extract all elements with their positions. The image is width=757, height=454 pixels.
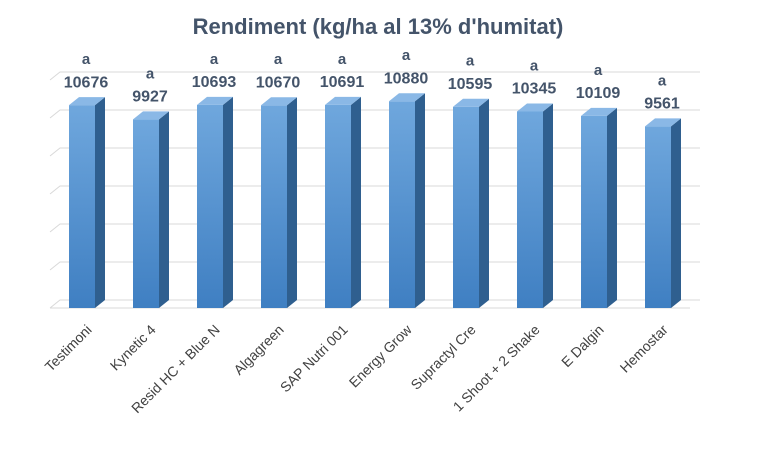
x-tick-label: Energy Grow [346, 321, 416, 391]
significance-letter: a [338, 51, 347, 68]
bar [133, 111, 169, 309]
value-label: 10880 [384, 70, 429, 87]
x-tick-label: Algagreen [230, 321, 286, 377]
bar-side [479, 98, 489, 308]
x-tick-label: SAP Nutri 001 [277, 321, 351, 395]
significance-letter: a [530, 57, 539, 74]
bar-front [645, 126, 671, 308]
bar-top [581, 107, 617, 116]
bar-side [607, 107, 617, 308]
significance-letter: a [82, 51, 91, 68]
bar-front [389, 101, 415, 308]
bar-top [261, 97, 297, 106]
significance-letter: a [274, 51, 283, 68]
bar-front [517, 111, 543, 308]
bar-front [197, 104, 223, 308]
grid-line [49, 71, 700, 81]
bar [261, 97, 297, 309]
x-tick-label: E Dalgin [558, 321, 607, 370]
bar [389, 93, 425, 308]
chart-title: Rendiment (kg/ha al 13% d'humitat) [193, 14, 564, 39]
bar-side [351, 96, 361, 308]
bar-top [69, 97, 105, 106]
value-label: 9561 [644, 96, 680, 113]
value-label: 10345 [512, 81, 557, 98]
bar-front [581, 115, 607, 308]
bar [69, 97, 105, 308]
bar-front [261, 105, 287, 309]
bar-side [415, 93, 425, 308]
bar-side [159, 111, 169, 309]
bar-side [223, 96, 233, 308]
bar-top [133, 111, 169, 120]
value-label: 10676 [64, 74, 109, 91]
bar-top [325, 96, 361, 105]
bar [581, 107, 617, 308]
bar-front [453, 106, 479, 308]
significance-letter: a [594, 62, 603, 79]
bar [453, 98, 489, 308]
bar-front [133, 119, 159, 309]
x-tick-label: Kynetic 4 [107, 321, 159, 373]
bar-side [671, 118, 681, 308]
bar-top [453, 98, 489, 107]
bar-top [197, 96, 233, 105]
bar [645, 118, 681, 308]
significance-letter: a [402, 47, 411, 64]
x-tick-label: Supractyl Cre [407, 321, 478, 392]
bar-side [287, 97, 297, 309]
bar-top [517, 103, 553, 112]
bar-side [543, 103, 553, 308]
significance-letter: a [146, 65, 155, 82]
bar-front [325, 104, 351, 308]
bar-side [95, 97, 105, 308]
value-label: 10691 [320, 74, 365, 91]
value-label: 10670 [256, 74, 301, 91]
significance-letter: a [658, 72, 667, 89]
bar-top [645, 118, 681, 127]
bar-front [69, 105, 95, 308]
value-label: 10109 [576, 85, 621, 102]
bar-top [389, 93, 425, 102]
significance-letter: a [210, 51, 219, 68]
bar [517, 103, 553, 308]
bar [325, 96, 361, 308]
value-label: 9927 [132, 89, 168, 106]
bar [197, 96, 233, 308]
value-label: 10595 [448, 76, 493, 93]
value-label: 10693 [192, 74, 237, 91]
x-tick-label: Hemostar [617, 321, 671, 375]
x-tick-label: Testimoni [42, 321, 95, 374]
significance-letter: a [466, 53, 475, 70]
